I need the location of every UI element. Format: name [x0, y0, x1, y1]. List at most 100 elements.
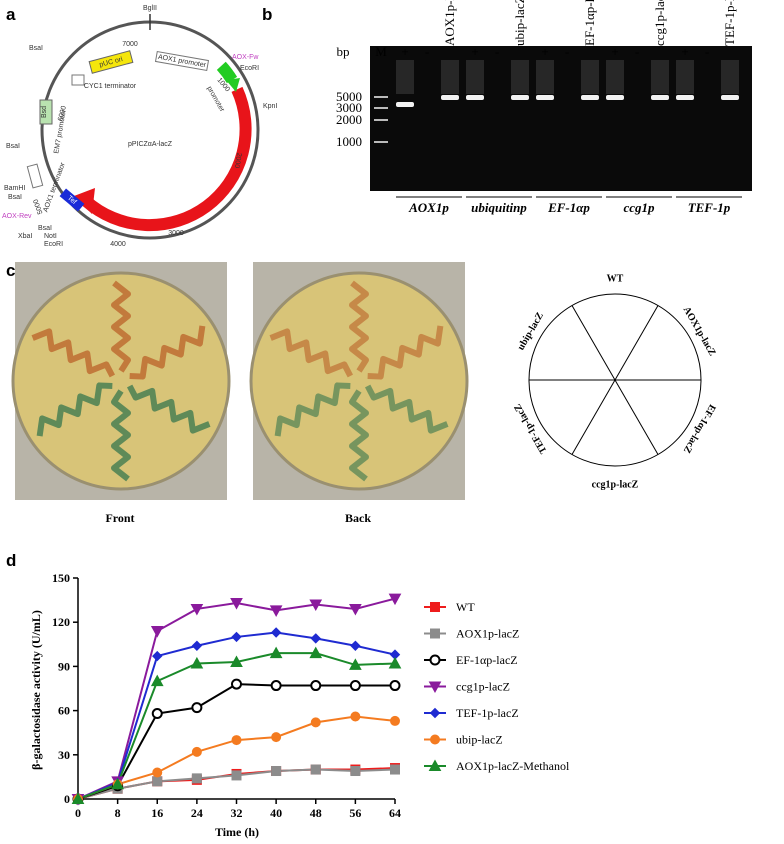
marker: [231, 678, 242, 690]
y-tick-label: 90: [58, 659, 70, 673]
panel-label: c: [6, 261, 15, 280]
lane-label: +: [541, 44, 548, 59]
legend-marker: [430, 628, 440, 639]
lane-label: +: [471, 44, 478, 59]
element-label: CYC1 terminator: [84, 83, 137, 90]
ladder-band: [374, 119, 388, 121]
y-tick-label: 120: [52, 615, 70, 629]
streak: [111, 389, 131, 482]
panel-label: b: [262, 5, 272, 24]
x-tick-label: 56: [349, 806, 361, 820]
ladder-label: 5000: [336, 89, 362, 104]
marker: [231, 735, 242, 746]
x-tick-label: 0: [75, 806, 81, 820]
gel-smear: [511, 60, 529, 94]
marker: [152, 767, 163, 778]
legend-label: ubip-lacZ: [456, 733, 503, 747]
x-tick-label: 24: [191, 806, 203, 820]
marker: [390, 764, 400, 775]
marker: [350, 766, 361, 777]
y-tick-label: 0: [64, 792, 70, 806]
lacz-head: [74, 188, 95, 214]
sector-label: ubip-lacZ: [516, 310, 547, 352]
marker: [309, 646, 323, 659]
streak: [367, 325, 444, 380]
primer-label: AOX-Fw: [232, 54, 259, 61]
gel-band: [396, 102, 414, 107]
marker: [230, 598, 243, 610]
site-label: KpnI: [263, 103, 277, 110]
gel-band: [581, 95, 599, 100]
y-axis-title: β-galactosidase activity (U/mL): [29, 610, 43, 770]
y-tick-label: 60: [58, 704, 70, 718]
lane-label: TEF-1p-lacZ: [722, 0, 737, 46]
gel-smear: [606, 60, 624, 94]
legend-marker: [429, 707, 441, 719]
gel-band: [441, 95, 459, 100]
gel-smear: [536, 60, 554, 94]
group-label: ccg1p: [623, 200, 655, 215]
marker: [191, 702, 203, 714]
gel-image: [370, 46, 752, 191]
streak: [36, 382, 113, 437]
site-label: EcoRI: [44, 241, 63, 248]
puc-ori: [88, 50, 134, 74]
marker: [269, 646, 283, 659]
gel-smear: [396, 60, 414, 94]
x-tick-label: 8: [115, 806, 121, 820]
lane-label: EF-1αp-lacZ: [582, 0, 597, 46]
gel-band: [721, 95, 739, 100]
marker: [388, 656, 402, 669]
x-tick-label: 16: [151, 806, 163, 820]
marker: [310, 633, 321, 644]
site-label: BsaI: [6, 143, 20, 150]
gel-band: [466, 95, 484, 100]
group-label: AOX1p: [408, 200, 449, 215]
sector-label: WT: [607, 273, 624, 284]
y-tick-label: 150: [52, 571, 70, 585]
marker: [191, 773, 202, 784]
marker: [152, 650, 163, 662]
marker: [231, 631, 242, 643]
element-label: Tef: [66, 195, 78, 206]
marker: [231, 770, 242, 781]
site-label: NotI: [44, 233, 57, 240]
marker: [350, 711, 361, 722]
ladder-band: [374, 107, 388, 109]
gel-band: [606, 95, 624, 100]
marker: [191, 640, 203, 651]
marker: [271, 732, 282, 743]
site-label: EcoRI: [240, 65, 259, 72]
site-label: XbaI: [18, 233, 32, 240]
gel-band: [676, 95, 694, 100]
streak: [129, 325, 206, 380]
marker: [191, 746, 202, 757]
legend-label: WT: [456, 600, 475, 614]
panel-label: d: [6, 551, 16, 570]
ladder-band: [374, 141, 388, 143]
sector-line: [571, 305, 659, 455]
ladder-band: [374, 96, 388, 98]
lane-label: +: [611, 44, 618, 59]
streak: [269, 328, 354, 378]
x-tick-label: 48: [310, 806, 322, 820]
x-axis-title: Time (h): [215, 825, 259, 839]
marker-label: M: [375, 44, 387, 59]
gel-smear: [651, 60, 669, 94]
scale-label: 3000: [168, 230, 184, 237]
y-tick-label: 30: [58, 748, 70, 762]
marker: [389, 680, 401, 692]
marker: [151, 708, 163, 720]
legend-marker: [430, 734, 440, 745]
lane-label: +: [681, 44, 688, 59]
legend-label: EF-1αp-lacZ: [456, 653, 518, 667]
marker: [271, 766, 282, 777]
ladder-label: 3000: [336, 100, 362, 115]
legend-label: ccg1p-lacZ: [456, 680, 510, 694]
element-label: Bsd: [41, 106, 48, 118]
legend-label: AOX1p-lacZ: [456, 627, 519, 641]
promoter-head: [226, 78, 240, 92]
lacz-arc: [82, 86, 252, 231]
marker: [71, 792, 85, 804]
gel-smear: [721, 60, 739, 94]
